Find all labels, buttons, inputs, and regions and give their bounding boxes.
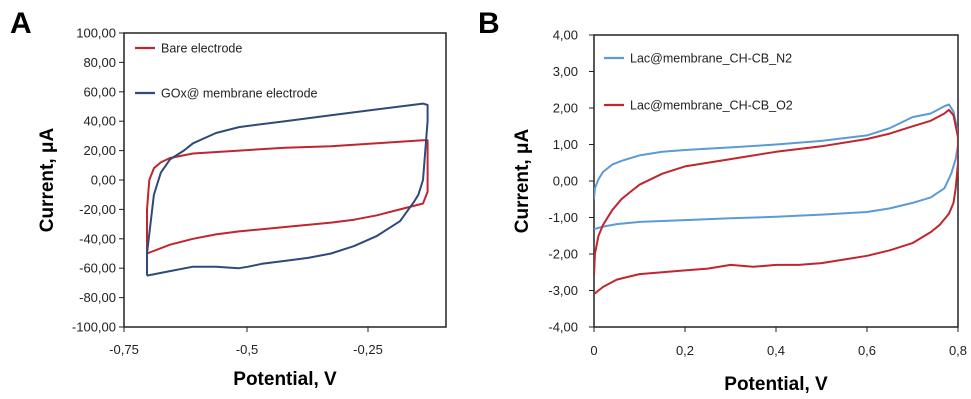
y-tick-label: -40,00 (79, 231, 116, 246)
legend-label: GOx@ membrane electrode (161, 87, 318, 101)
y-tick-label: 0,00 (91, 173, 116, 188)
y-tick-label: 1,00 (553, 137, 578, 152)
x-tick-label: -0,25 (353, 342, 383, 357)
x-axis-title: Potential, V (233, 369, 337, 390)
legend-label: Lac@membrane_CH-CB_O2 (630, 99, 793, 113)
x-tick-label: 0 (590, 343, 597, 358)
y-tick-label: 60,00 (83, 84, 116, 99)
y-tick-label: -60,00 (79, 261, 116, 276)
y-tick-label: 2,00 (553, 101, 578, 116)
chart-b: -4,00 -3,00 -2,00 -1,00 0,00 1,00 2,00 3,00 4,00… (512, 28, 967, 396)
y-tick-label: 4,00 (553, 28, 578, 43)
y-tick-label: 3,00 (553, 64, 578, 79)
y-tick-label: -80,00 (79, 290, 116, 305)
y-axis-title: Current, μA (37, 127, 58, 232)
y-tick-label: -4,00 (548, 320, 578, 335)
x-axis-title: Potential, V (724, 374, 828, 395)
x-tick-label: 0,4 (767, 343, 785, 358)
panel-b-label: B (478, 7, 500, 40)
y-tick-label: 100,00 (76, 26, 116, 41)
y-tick-label: -100,00 (72, 320, 116, 335)
y-tick-label: 20,00 (83, 143, 116, 158)
y-tick-label: -20,00 (79, 202, 116, 217)
y-tick-label: -3,00 (548, 283, 578, 298)
chart-a: -100,00 -80,00 -60,00 -40,00 -20,00 0,00 20,00… (37, 26, 447, 390)
x-tick-label: -0,75 (109, 342, 139, 357)
y-tick-label: -2,00 (548, 247, 578, 262)
panel-a-label: A (10, 7, 32, 40)
y-tick-label: 80,00 (83, 55, 116, 70)
y-axis-title: Current, μA (512, 128, 533, 233)
y-tick-label: 0,00 (553, 174, 578, 189)
x-tick-label: 0,8 (949, 343, 967, 358)
x-tick-label: -0,5 (236, 342, 258, 357)
series-line-1 (594, 103, 958, 231)
series-line-2 (146, 102, 429, 277)
plot-frame (123, 32, 447, 328)
series-line-2 (594, 108, 958, 295)
legend-label: Bare electrode (161, 42, 242, 56)
y-tick-label: -1,00 (548, 210, 578, 225)
x-tick-label: 0,2 (676, 343, 694, 358)
series-line-1 (146, 139, 429, 255)
legend-label: Lac@membrane_CH-CB_N2 (630, 52, 792, 66)
y-tick-label: 40,00 (83, 114, 116, 129)
x-tick-label: 0,6 (858, 343, 876, 358)
